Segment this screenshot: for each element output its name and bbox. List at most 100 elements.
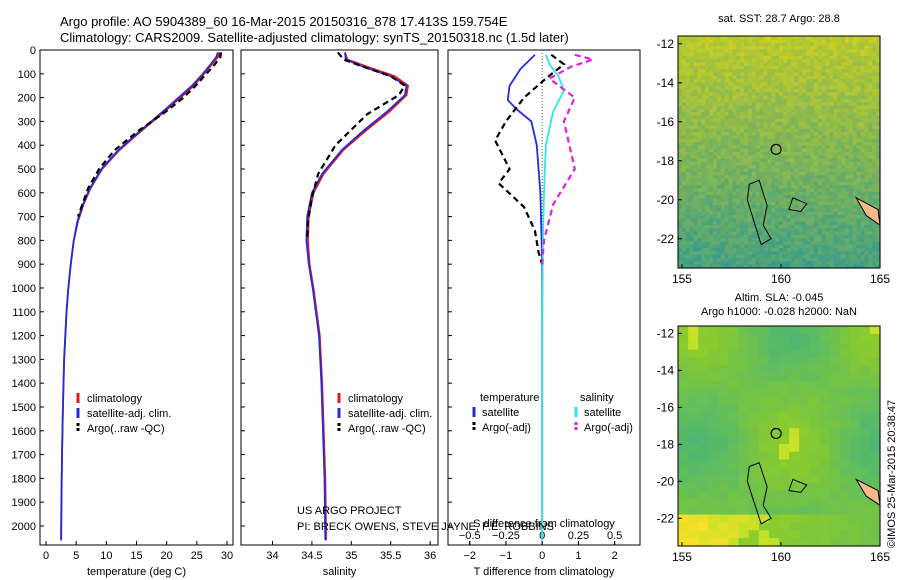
sst-map-cell [720, 224, 726, 229]
sst-map-cell [794, 198, 800, 203]
sla-map-cell [869, 396, 881, 406]
sst-map-cell [813, 142, 819, 146]
sla-map-cell [758, 538, 770, 547]
sst-map-cell [876, 155, 881, 160]
sst-map-cell [790, 234, 796, 239]
sst-map-cell [802, 178, 807, 183]
sst-map-cell [755, 241, 761, 246]
sst-map-cell [747, 112, 753, 117]
sst-map-cell [852, 62, 858, 67]
sst-map-cell [720, 248, 726, 253]
sst-map-cell [689, 102, 695, 107]
sla-map-cell [688, 349, 699, 359]
sst-map-cell [790, 254, 796, 259]
sst-map-cell [744, 89, 749, 93]
sst-map-cell [751, 82, 757, 87]
sst-map-cell [810, 69, 815, 74]
sst-map-cell [747, 258, 753, 262]
sst-map-cell [852, 211, 858, 216]
sst-map-cell [864, 85, 869, 90]
sst-map-cell [810, 175, 815, 180]
sla-map-cell [809, 475, 820, 484]
sst-map-cell [790, 65, 796, 70]
sla-map-cell [748, 326, 760, 335]
sla-map-cell [789, 404, 800, 414]
sst-map-cell [755, 95, 761, 100]
sst-map-cell [817, 244, 823, 249]
sst-map-cell [720, 158, 726, 163]
sst-map-cell [790, 178, 796, 183]
sst-map-cell [740, 75, 745, 80]
sst-map-cell [876, 198, 881, 203]
sla-map-cell [859, 436, 871, 445]
sst-map-cell [876, 244, 881, 249]
sst-map-cell [806, 39, 811, 44]
sla-map-cell [738, 420, 750, 429]
difference-xtick-label: −2 [463, 550, 476, 562]
sla-map-cell [859, 381, 871, 390]
sst-map-cell [767, 188, 772, 193]
sst-map-cell [825, 231, 831, 236]
sst-map-cell [697, 118, 702, 123]
sst-map-cell [716, 89, 722, 93]
sst-map-cell [705, 79, 710, 83]
sst-map-cell [841, 122, 846, 127]
sst-map-cell [775, 89, 780, 93]
temperature-ytick-label: 700 [18, 212, 36, 224]
sst-map-cell [732, 205, 737, 209]
sst-map-cell [693, 108, 699, 113]
sst-map-cell [747, 95, 753, 100]
sst-map-cell [681, 75, 687, 80]
sst-map-cell [794, 218, 800, 223]
sst-map-cell [786, 244, 792, 249]
sst-map-cell [817, 211, 823, 216]
sst-map-cell [782, 261, 788, 266]
sst-map-cell [786, 251, 792, 256]
sst-map-cell [728, 118, 733, 123]
sst-map-cell [763, 55, 768, 60]
sst-map-cell [876, 115, 881, 120]
sst-map-cell [747, 205, 753, 209]
sst-map-cell [782, 105, 788, 110]
sst-map-cell [685, 198, 691, 203]
sla-map-cell [839, 341, 851, 351]
sst-map-cell [841, 112, 846, 117]
sst-map-cell [736, 185, 741, 190]
sst-map-cell [728, 208, 733, 213]
sst-map-cell [786, 221, 792, 226]
sst-map-cell [736, 231, 741, 236]
sla-map-cell [698, 381, 709, 390]
sla-map-cell [829, 388, 841, 398]
sst-map-cell [872, 145, 877, 150]
sst-map-cell [848, 261, 854, 266]
sst-map-cell [856, 158, 862, 163]
sla-map-cell [779, 475, 790, 484]
sst-map-cell [810, 211, 815, 216]
sla-map-cell [809, 326, 820, 335]
sst-map-cell [732, 261, 737, 266]
sst-map-cell [876, 231, 881, 236]
sla-map-cell [829, 538, 841, 547]
sst-map-cell [782, 39, 788, 44]
sst-map-cell [763, 62, 768, 67]
sst-map-cell [759, 152, 765, 156]
sst-map-cell [802, 62, 807, 67]
sst-map-cell [845, 234, 850, 239]
sla-map-cell [809, 349, 820, 359]
sst-map-cell [852, 138, 858, 143]
sst-map-cell [833, 95, 838, 100]
sst-map-cell [747, 132, 753, 137]
sst-map-cell [716, 218, 722, 223]
sst-map-cell [813, 42, 819, 47]
sst-map-cell [829, 98, 834, 103]
sst-map-cell [802, 92, 807, 97]
sst-map-cell [833, 152, 838, 156]
temperature-xtick-label: 25 [191, 550, 203, 562]
sst-map-cell [872, 89, 877, 93]
sst-map-cell [678, 168, 683, 173]
sst-map-cell [712, 118, 718, 123]
sst-map-cell [817, 59, 823, 64]
sst-map-cell [771, 79, 776, 83]
sst-map-cell [771, 248, 776, 253]
